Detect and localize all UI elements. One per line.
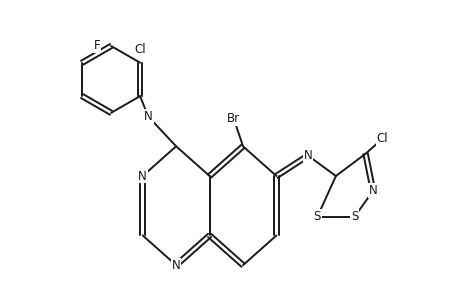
Text: Cl: Cl xyxy=(376,132,387,146)
Text: N: N xyxy=(303,149,312,162)
Text: N: N xyxy=(144,110,152,123)
Text: S: S xyxy=(350,210,358,224)
Text: Cl: Cl xyxy=(134,43,146,56)
Text: S: S xyxy=(313,210,320,224)
Text: N: N xyxy=(138,169,147,182)
Text: F: F xyxy=(94,40,100,52)
Text: N: N xyxy=(368,184,376,197)
Text: Br: Br xyxy=(227,112,240,125)
Text: N: N xyxy=(171,259,180,272)
